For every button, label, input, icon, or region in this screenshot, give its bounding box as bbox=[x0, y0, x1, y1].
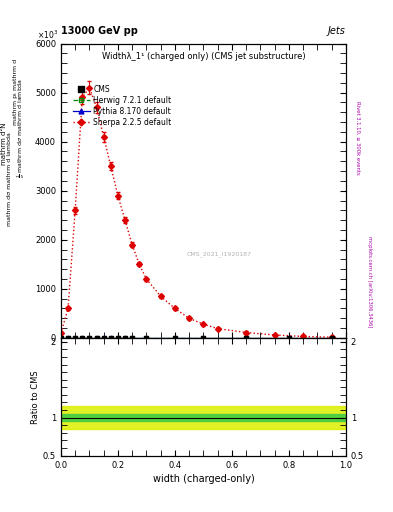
Text: Jets: Jets bbox=[328, 26, 346, 36]
Text: $\times10^3$: $\times10^3$ bbox=[37, 28, 58, 40]
Text: 13000 GeV pp: 13000 GeV pp bbox=[61, 26, 138, 36]
Text: Widthλ_1¹ (charged only) (CMS jet substructure): Widthλ_1¹ (charged only) (CMS jet substr… bbox=[101, 52, 305, 61]
Text: mathrm pₜ mathrm d: mathrm pₜ mathrm d bbox=[13, 59, 18, 125]
Y-axis label: Ratio to CMS: Ratio to CMS bbox=[31, 370, 40, 423]
Text: $\frac{1}{\sigma}$ mathrm d$\sigma$ mathrm d lambda: $\frac{1}{\sigma}$ mathrm d$\sigma$ math… bbox=[16, 78, 27, 178]
Text: Rivet 3.1.10, ≥ 300k events: Rivet 3.1.10, ≥ 300k events bbox=[356, 101, 361, 175]
Text: CMS_2021_I1920187: CMS_2021_I1920187 bbox=[186, 251, 251, 257]
Text: mathrm dσ mathrm d lambda: mathrm dσ mathrm d lambda bbox=[7, 132, 12, 226]
Text: mathrm d²N: mathrm d²N bbox=[1, 122, 7, 165]
Text: mcplots.cern.ch [arXiv:1306.3436]: mcplots.cern.ch [arXiv:1306.3436] bbox=[367, 236, 373, 327]
Legend: CMS, Herwig 7.2.1 default, Pythia 8.170 default, Sherpa 2.2.5 default: CMS, Herwig 7.2.1 default, Pythia 8.170 … bbox=[70, 82, 174, 129]
X-axis label: width (charged-only): width (charged-only) bbox=[152, 474, 254, 484]
